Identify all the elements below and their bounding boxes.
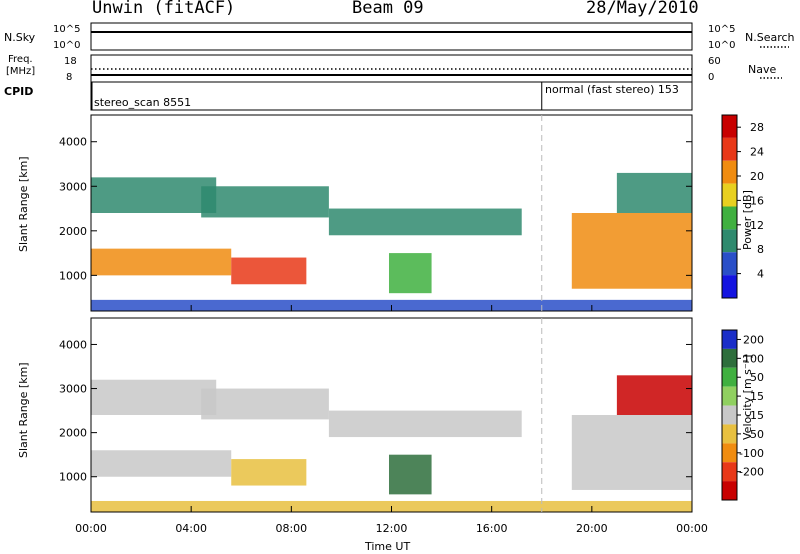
xtick-label: 12:00 bbox=[376, 522, 408, 535]
power-ytick-label: 3000 bbox=[59, 180, 87, 193]
velocity-ytick-label: 1000 bbox=[59, 471, 87, 484]
beam-title: Beam 09 bbox=[352, 0, 424, 18]
freq-tick-top: 18 bbox=[64, 56, 77, 67]
cpid-mode-2: normal (fast stereo) 153 bbox=[545, 84, 679, 95]
velocity-echo-region-6 bbox=[571, 415, 692, 490]
power-colorbar-segment bbox=[722, 137, 737, 161]
nave-tick-top: 60 bbox=[708, 56, 721, 67]
power-colorbar-segment bbox=[722, 206, 737, 230]
nsky-tick-top: 10^5 bbox=[53, 24, 81, 35]
velocity-echo-region-7 bbox=[616, 375, 692, 415]
power-colorbar-label: Power [dB] bbox=[741, 190, 754, 250]
power-echo-region-0 bbox=[91, 248, 232, 276]
cpid-label: CPID bbox=[4, 85, 34, 98]
power-colorbar-segment bbox=[722, 183, 737, 207]
power-ytick-label: 4000 bbox=[59, 136, 87, 149]
nsky-label: N.Sky bbox=[4, 31, 36, 44]
velocity-colorbar-segment bbox=[722, 405, 737, 425]
power-colorbar-segment bbox=[722, 275, 737, 298]
velocity-colorbar-segment bbox=[722, 481, 737, 500]
velocity-echo-region-1 bbox=[231, 459, 307, 486]
velocity-colorbar-tick-label: -200 bbox=[739, 466, 764, 479]
velocity-colorbar-segment bbox=[722, 424, 737, 444]
freq-unit-label: [MHz] bbox=[6, 66, 36, 77]
velocity-colorbar-tick-label: 200 bbox=[743, 333, 764, 346]
cpid-mode-1-name: stereo_scan bbox=[94, 96, 160, 109]
velocity-echo-region-4 bbox=[328, 410, 522, 438]
power-colorbar-segment bbox=[722, 115, 737, 138]
velocity-colorbar-tick-label: -50 bbox=[746, 428, 764, 441]
power-colorbar-tick-label: 28 bbox=[750, 121, 764, 134]
power-colorbar-tick-label: 4 bbox=[757, 268, 764, 281]
power-echo-region-2 bbox=[91, 177, 217, 213]
velocity-colorbar-segment bbox=[722, 443, 737, 463]
xtick-label: 04:00 bbox=[175, 522, 207, 535]
cpid-mode-2-id: 153 bbox=[657, 83, 679, 96]
power-echo-region-4 bbox=[328, 208, 522, 236]
velocity-colorbar-label: Velocity [m s⁻¹] bbox=[741, 354, 754, 440]
power-colorbar-tick-label: 24 bbox=[750, 146, 764, 159]
velocity-echo-region-3 bbox=[201, 388, 329, 420]
nsearch-label: N.Search bbox=[745, 31, 795, 44]
power-colorbar-segment bbox=[722, 229, 737, 253]
xlabel: Time UT bbox=[365, 540, 411, 553]
nsky-strip-frame bbox=[90, 22, 693, 51]
power-colorbar-tick-label: 20 bbox=[750, 170, 764, 183]
power-colorbar-tick-label: 12 bbox=[750, 219, 764, 232]
power-colorbar-frame bbox=[721, 114, 738, 299]
cpid-strip-frame bbox=[90, 81, 693, 111]
power-colorbar-tick-label: 16 bbox=[750, 194, 764, 207]
station-title: Unwin (fitACF) bbox=[92, 0, 236, 18]
xtick-label: 16:00 bbox=[476, 522, 508, 535]
cpid-mode-2-name: normal (fast stereo) bbox=[545, 83, 655, 96]
velocity-echo-region-5 bbox=[388, 454, 432, 495]
velocity-echo-region-0 bbox=[91, 450, 232, 477]
velocity-ylabel: Slant Range [km] bbox=[17, 362, 30, 458]
velocity-colorbar-segment bbox=[722, 330, 737, 349]
freq-label: Freq. bbox=[8, 54, 33, 65]
velocity-colorbar-segment bbox=[722, 462, 737, 482]
xtick-label: 00:00 bbox=[75, 522, 107, 535]
xtick-label: 00:00 bbox=[676, 522, 708, 535]
power-echo-region-7 bbox=[616, 172, 692, 213]
power-ytick-label: 1000 bbox=[59, 269, 87, 282]
velocity-ytick-label: 4000 bbox=[59, 338, 87, 351]
nsky-tick-bottom: 10^0 bbox=[53, 40, 81, 51]
power-colorbar-segment bbox=[722, 252, 737, 276]
velocity-colorbar-tick-label: 50 bbox=[750, 371, 764, 384]
power-echo-region-6 bbox=[571, 213, 692, 289]
velocity-colorbar-tick-label: 100 bbox=[743, 352, 764, 365]
date-title: 28/May/2010 bbox=[586, 0, 699, 18]
freq-tick-bottom: 8 bbox=[66, 72, 73, 83]
power-echo-region-3 bbox=[201, 186, 329, 218]
xtick-label: 08:00 bbox=[275, 522, 307, 535]
velocity-echo-region-2 bbox=[91, 379, 217, 415]
power-colorbar-segment bbox=[722, 160, 737, 184]
velocity-ytick-label: 2000 bbox=[59, 427, 87, 440]
power-echo-region-1 bbox=[231, 257, 307, 285]
power-colorbar-tick-label: 8 bbox=[757, 243, 764, 256]
velocity-colorbar-tick-label: 15 bbox=[750, 390, 764, 403]
cpid-mode-1: stereo_scan 8551 bbox=[94, 97, 191, 108]
nsearch-tick-top: 10^5 bbox=[708, 24, 736, 35]
power-ylabel: Slant Range [km] bbox=[17, 156, 30, 252]
nave-label: Nave bbox=[748, 63, 777, 76]
cpid-mode-1-id: 8551 bbox=[163, 96, 192, 109]
velocity-colorbar-segment bbox=[722, 367, 737, 387]
nsearch-tick-bottom: 10^0 bbox=[708, 40, 736, 51]
velocity-colorbar-tick-label: -100 bbox=[739, 447, 764, 460]
velocity-ytick-label: 3000 bbox=[59, 383, 87, 396]
power-ytick-label: 2000 bbox=[59, 225, 87, 238]
velocity-colorbar-tick-label: -15 bbox=[746, 409, 764, 422]
velocity-colorbar-segment bbox=[722, 386, 737, 406]
velocity-colorbar-segment bbox=[722, 348, 737, 368]
xtick-label: 20:00 bbox=[576, 522, 608, 535]
power-echo-region-5 bbox=[388, 253, 432, 294]
nave-tick-bottom: 0 bbox=[708, 72, 715, 83]
